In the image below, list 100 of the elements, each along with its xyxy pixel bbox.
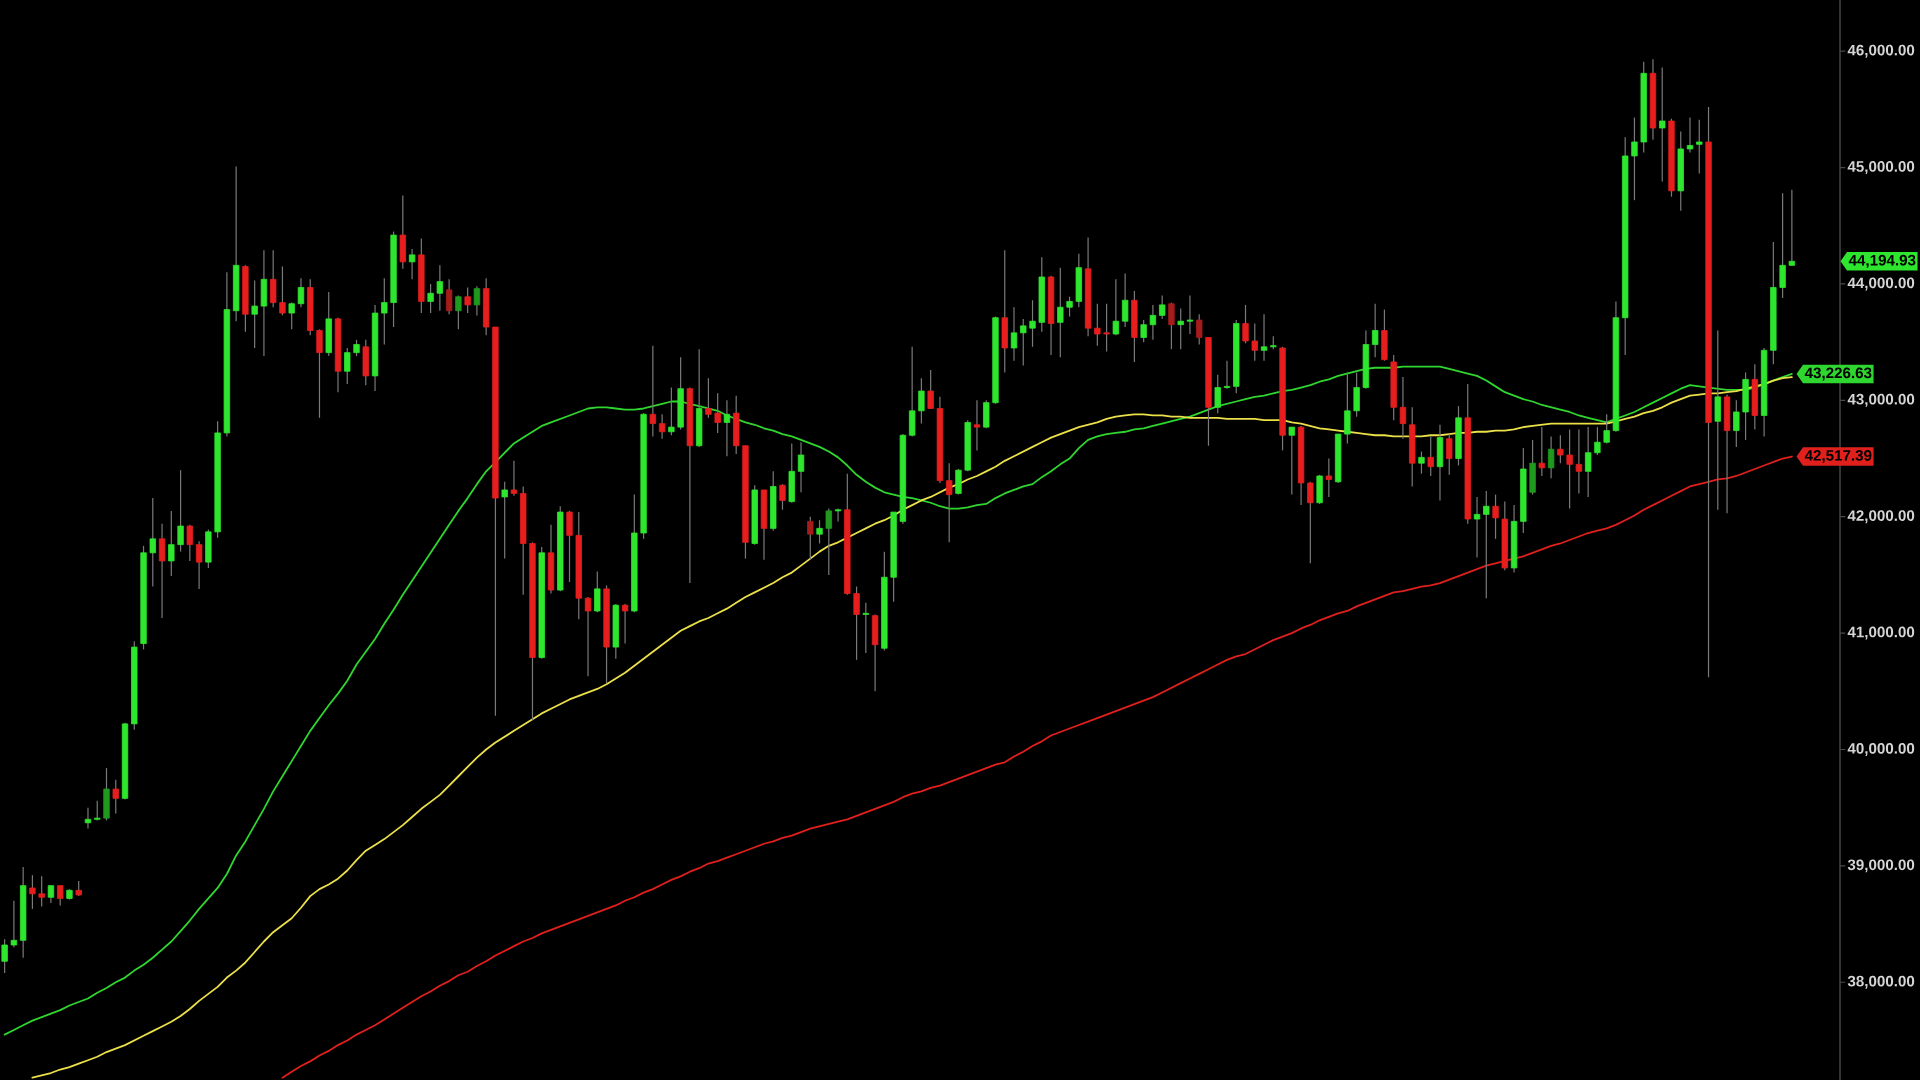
candlestick — [158, 523, 166, 619]
y-tick-label: 43,000.00 — [1847, 393, 1915, 407]
candlestick — [723, 399, 731, 457]
candlestick — [168, 510, 175, 577]
candlestick — [1483, 490, 1490, 599]
candlestick — [316, 328, 323, 419]
data-label: 42,517.39 — [1804, 450, 1872, 463]
candlestick — [464, 286, 471, 314]
candlestick — [1307, 481, 1314, 564]
candlestick — [825, 507, 832, 576]
candlestick — [270, 249, 277, 308]
candlestick — [1492, 494, 1499, 540]
candlestick — [1733, 399, 1740, 448]
y-tick-label: 42,000.00 — [1847, 510, 1915, 524]
candlestick — [1121, 272, 1129, 328]
candlestick — [1196, 313, 1203, 346]
candlestick — [1659, 66, 1666, 183]
candlestick — [149, 497, 156, 588]
candlestick — [1223, 360, 1231, 390]
y-tick-label: 46,000.00 — [1847, 44, 1915, 58]
candlestick — [779, 483, 786, 511]
candlestick — [279, 265, 286, 316]
candlestick — [973, 399, 981, 451]
candlestick — [38, 875, 45, 908]
candlestick — [455, 294, 462, 330]
candlestick — [1538, 426, 1546, 477]
candlestick — [501, 481, 508, 560]
candlestick — [1427, 435, 1434, 477]
candlestick — [57, 885, 64, 907]
candlestick — [1168, 301, 1175, 350]
candlestick — [510, 460, 518, 497]
candlestick — [1242, 304, 1249, 344]
candlestick — [853, 585, 860, 661]
candlestick — [1260, 313, 1268, 362]
candlestick — [1251, 322, 1258, 362]
candlestick — [1214, 374, 1221, 414]
candlestick — [918, 377, 925, 425]
candlestick — [1696, 119, 1703, 174]
y-tick-label: 45,000.00 — [1847, 161, 1915, 175]
candlestick — [594, 570, 601, 613]
candlestick — [1547, 435, 1555, 479]
candlestick — [621, 603, 629, 645]
candlestick — [1344, 371, 1351, 444]
y-tick-label: 39,000.00 — [1847, 859, 1915, 873]
candlestick — [1186, 294, 1194, 335]
candlestick — [1399, 376, 1407, 440]
candlestick — [1371, 303, 1379, 358]
candlestick — [816, 519, 823, 545]
candlestick — [862, 602, 870, 654]
data-label: 43,226.63 — [1804, 367, 1872, 381]
candlestick — [1149, 304, 1157, 341]
candlestick — [297, 277, 305, 308]
text: 44,194.93 — [1848, 254, 1916, 268]
candlestick — [1557, 434, 1564, 464]
candlestick — [344, 347, 351, 385]
candlestick — [1112, 278, 1120, 336]
y-tick-label: 41,000.00 — [1847, 626, 1915, 640]
candlestick — [288, 301, 295, 330]
candlestick — [1325, 457, 1333, 498]
candlestick — [473, 285, 481, 316]
candlestick — [834, 507, 842, 522]
candlestick — [1029, 299, 1036, 348]
candlestick — [1686, 116, 1694, 154]
candlestick — [1103, 303, 1110, 353]
candlestick — [1066, 296, 1073, 318]
candlestick — [436, 264, 444, 312]
candlestick — [1020, 318, 1027, 367]
candlestick — [1288, 426, 1295, 496]
candlestick — [1094, 303, 1101, 347]
candlestick — [807, 516, 814, 561]
candlestick — [566, 510, 573, 583]
candlestick — [1584, 426, 1592, 498]
candlestick — [381, 277, 388, 346]
candlestick — [946, 462, 953, 543]
candlestick — [955, 468, 962, 496]
candlestick — [195, 540, 203, 590]
candlestick — [1631, 116, 1638, 201]
candlestick — [1418, 450, 1425, 475]
y-tick-label: 44,000.00 — [1847, 277, 1915, 291]
candlestick — [1594, 426, 1601, 456]
candlestick — [1010, 306, 1018, 362]
candlestick — [1603, 413, 1610, 444]
candlestick — [1, 938, 8, 974]
candlestick — [445, 278, 453, 315]
candlestick — [251, 279, 258, 349]
candlestick — [1446, 433, 1453, 476]
candlestick — [186, 524, 194, 562]
candlestick — [705, 377, 712, 419]
candlestick — [1140, 319, 1147, 343]
candlestick — [177, 469, 184, 553]
candlestick — [649, 345, 657, 438]
candlestick — [1158, 294, 1166, 320]
candlestick — [584, 596, 592, 677]
candlestick — [1057, 267, 1064, 358]
candlestick — [1566, 428, 1573, 510]
candlestick — [427, 283, 434, 314]
candlestick — [10, 900, 18, 948]
candlestick — [668, 386, 675, 436]
candlestick — [408, 248, 416, 280]
candlestick — [797, 441, 805, 493]
